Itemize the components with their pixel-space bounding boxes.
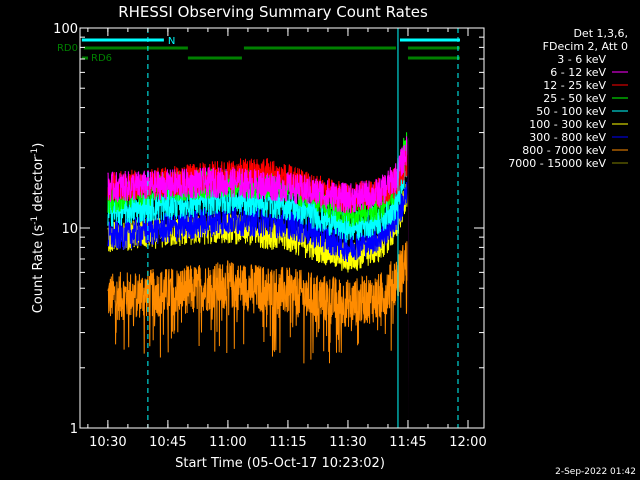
- series-group: [81, 90, 409, 429]
- legend-header: FDecim 2, Att 0: [543, 40, 628, 53]
- y-axis-label-sup2: -1: [30, 148, 40, 157]
- y-axis-label-end: ): [31, 143, 46, 148]
- y-tick-label: 10: [61, 222, 78, 237]
- legend-label: 7000 - 15000 keV: [508, 157, 606, 170]
- n-flag-label: N: [168, 36, 175, 47]
- x-tick-label: 11:00: [209, 435, 246, 450]
- legend-label: 50 - 100 keV: [536, 105, 606, 118]
- series-line: [107, 178, 409, 428]
- chart-title: RHESSI Observing Summary Count Rates: [118, 3, 428, 21]
- rd6-flag-label: RD6: [91, 53, 112, 64]
- legend-label: 100 - 300 keV: [529, 118, 606, 131]
- series-line: [107, 136, 409, 428]
- y-axis-label-sup1: -1: [30, 216, 40, 225]
- y-axis-label-main: Count Rate (s: [31, 225, 46, 314]
- series-line: [107, 241, 409, 428]
- y-axis-label: Count Rate (s-1 detector-1): [30, 143, 46, 314]
- flag-bars: N RD0 RD6: [57, 36, 460, 64]
- x-tick-label: 10:30: [89, 435, 126, 450]
- legend-header: Det 1,3,6,: [573, 27, 628, 40]
- timestamp: 2-Sep-2022 01:42: [555, 467, 636, 477]
- plot-area: N RD0 RD6 10:30 10:45 11:00 11:15 11:30 11:45 12…: [53, 22, 487, 450]
- series-line: [81, 90, 409, 429]
- x-axis-ticks: 10:30 10:45 11:00 11:15 11:30 11:45 12:00: [87, 28, 487, 450]
- legend-label: 300 - 800 keV: [529, 131, 606, 144]
- legend-label: 800 - 7000 keV: [522, 144, 606, 157]
- legend-label: 12 - 25 keV: [543, 79, 606, 92]
- vertical-markers: [147, 28, 459, 428]
- y-tick-label: 100: [53, 22, 78, 37]
- y-axis-ticks: 1 10 100: [53, 22, 484, 437]
- rd0-flag-label: RD0: [57, 43, 78, 54]
- x-axis-label: Start Time (05-Oct-17 10:23:02): [175, 456, 385, 471]
- y-tick-label: 1: [70, 422, 78, 437]
- legend-label: 6 - 12 keV: [550, 66, 606, 79]
- y-axis-label-mid: detector: [31, 156, 46, 216]
- x-tick-label: 11:30: [329, 435, 366, 450]
- legend-label: 3 - 6 keV: [557, 53, 606, 66]
- x-tick-label: 12:00: [449, 435, 486, 450]
- x-tick-label: 11:15: [269, 435, 306, 450]
- x-tick-label: 11:45: [389, 435, 426, 450]
- x-tick-label: 10:45: [149, 435, 186, 450]
- legend-label: 25 - 50 keV: [543, 92, 606, 105]
